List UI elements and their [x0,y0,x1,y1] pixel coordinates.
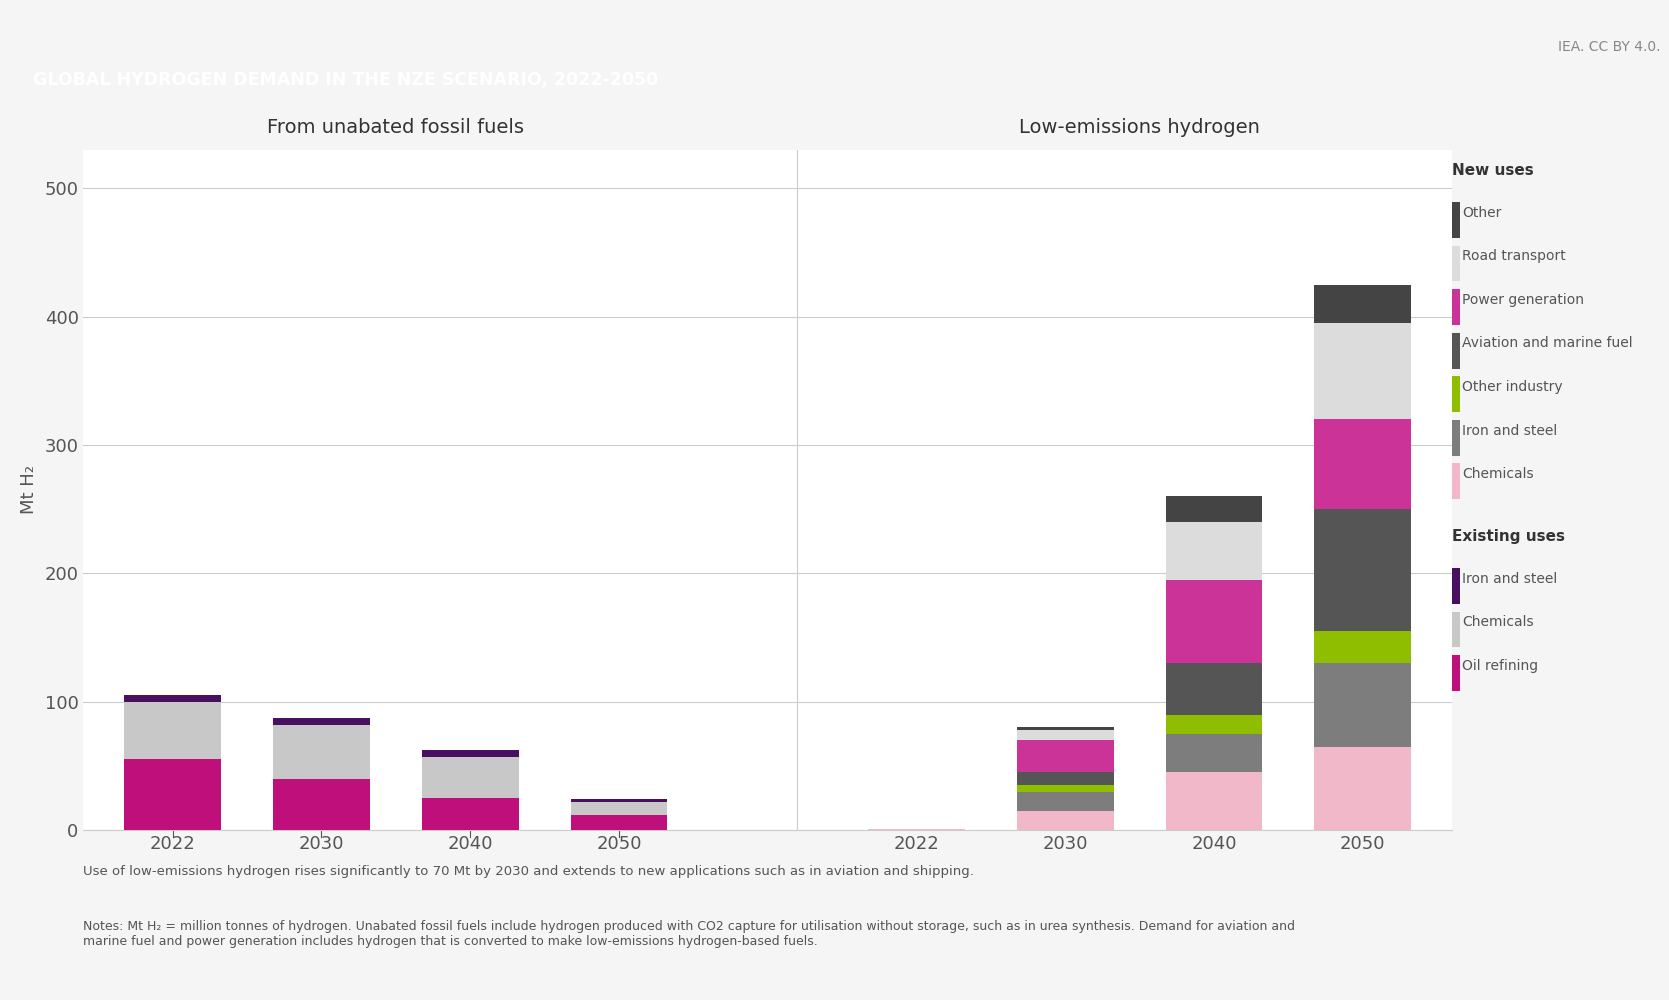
Bar [1315,285,1410,323]
Bar [1165,772,1262,830]
Bar [125,702,220,759]
Bar [422,757,519,798]
Bar [1315,747,1410,830]
Bar [1452,568,1460,604]
Bar [1452,289,1460,325]
Bar [1165,580,1262,663]
Bar [868,829,965,830]
Bar [1315,509,1410,631]
Bar [1452,463,1460,499]
Bar [1016,811,1113,830]
Bar [1452,202,1460,238]
Bar [1452,655,1460,691]
Bar [571,802,668,815]
Text: Oil refining: Oil refining [1462,659,1539,673]
Bar [1452,612,1460,647]
Text: New uses: New uses [1452,163,1534,178]
Bar [571,815,668,830]
Bar [1452,376,1460,412]
Text: Chemicals: Chemicals [1462,615,1534,629]
Bar [1165,663,1262,715]
Bar [1315,419,1410,509]
Bar [1165,715,1262,734]
Bar [1452,333,1460,369]
Bar [422,750,519,757]
Bar [1165,734,1262,772]
Bar [1315,323,1410,419]
Text: Iron and steel: Iron and steel [1462,424,1557,438]
Text: Power generation: Power generation [1462,293,1584,307]
Bar [1016,772,1113,785]
Bar [274,779,371,830]
Text: From unabated fossil fuels: From unabated fossil fuels [267,118,524,137]
Bar [274,718,371,725]
Text: IEA. CC BY 4.0.: IEA. CC BY 4.0. [1559,40,1661,54]
Bar [1315,663,1410,747]
Y-axis label: Mt H₂: Mt H₂ [20,466,38,514]
Text: Road transport: Road transport [1462,249,1566,263]
Bar [1165,522,1262,580]
Bar [1016,785,1113,792]
Bar [1016,740,1113,772]
Bar [1452,420,1460,456]
Text: Other industry: Other industry [1462,380,1562,394]
Text: Use of low-emissions hydrogen rises significantly to 70 Mt by 2030 and extends t: Use of low-emissions hydrogen rises sign… [83,865,975,878]
Text: Existing uses: Existing uses [1452,529,1566,544]
Bar [1452,246,1460,281]
Text: Aviation and marine fuel: Aviation and marine fuel [1462,336,1632,350]
Text: GLOBAL HYDROGEN DEMAND IN THE NZE SCENARIO, 2022-2050: GLOBAL HYDROGEN DEMAND IN THE NZE SCENAR… [33,71,659,89]
Text: Other: Other [1462,206,1502,220]
Text: Low-emissions hydrogen: Low-emissions hydrogen [1020,118,1260,137]
Bar [1165,496,1262,522]
Bar [422,798,519,830]
Bar [1016,730,1113,740]
Text: Notes: Mt H₂ = million tonnes of hydrogen. Unabated fossil fuels include hydroge: Notes: Mt H₂ = million tonnes of hydroge… [83,920,1295,948]
Bar [125,695,220,702]
Bar [1016,792,1113,811]
Bar [1016,727,1113,730]
Text: Iron and steel: Iron and steel [1462,572,1557,586]
Bar [125,759,220,830]
Bar [274,725,371,779]
Text: Chemicals: Chemicals [1462,467,1534,481]
Bar [571,799,668,802]
Bar [1315,631,1410,663]
